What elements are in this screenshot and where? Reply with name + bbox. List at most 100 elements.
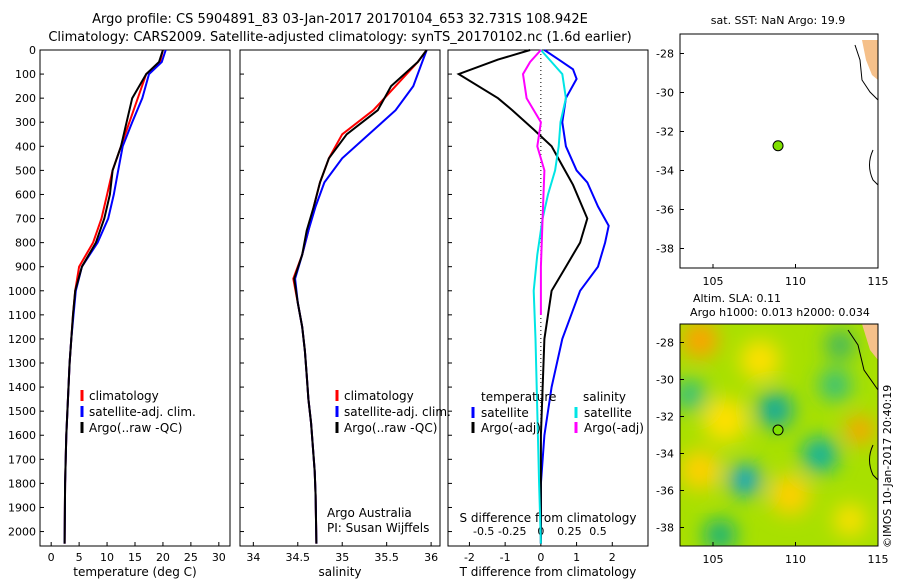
legend-label: Argo(-adj): [481, 421, 541, 435]
depth-tick-label: 700: [15, 213, 36, 226]
map-x-tick-label: 110: [785, 275, 806, 288]
map-y-tick-label: -32: [656, 126, 674, 139]
float-location-marker: [772, 140, 784, 152]
float-location-marker: [772, 424, 784, 436]
top-tick-label: -0.25: [498, 525, 526, 538]
series-line: [293, 49, 428, 544]
x-tick-label: 35: [335, 551, 349, 564]
legend-label: climatology: [344, 389, 414, 403]
plot-title-line-2: Climatology: CARS2009. Satellite-adjuste…: [48, 30, 632, 45]
sst-map-title: sat. SST: NaN Argo: 19.9: [711, 14, 845, 27]
map-y-tick-label: -32: [656, 411, 674, 424]
legend-label: satellite: [481, 406, 529, 420]
map-x-tick-label: 105: [703, 553, 724, 566]
map-y-tick-label: -34: [656, 165, 674, 178]
x-tick-label: 2: [609, 551, 616, 564]
top-tick-label: -0.5: [473, 525, 494, 538]
depth-tick-label: 600: [15, 188, 36, 201]
x-tick-label: 0: [537, 551, 544, 564]
x-tick-label: 10: [100, 551, 114, 564]
map-y-tick-label: -36: [656, 204, 674, 217]
depth-tick-label: 400: [15, 140, 36, 153]
x-tick-label: 0: [48, 551, 55, 564]
depth-tick-label: 1000: [8, 285, 36, 298]
top-tick-label: 0.5: [589, 525, 607, 538]
legend-header-temperature: temperature: [481, 390, 556, 404]
x-tick-label: 35.5: [374, 551, 399, 564]
depth-tick-label: 1600: [8, 429, 36, 442]
legend-label: satellite-adj. clim.: [89, 405, 196, 419]
legend-label: Argo(..raw -QC): [344, 421, 437, 435]
depth-tick-label: 1800: [8, 477, 36, 490]
depth-tick-label: 1700: [8, 453, 36, 466]
depth-tick-label: 1500: [8, 405, 36, 418]
depth-tick-label: 0: [29, 44, 36, 57]
legend-label: Argo(..raw -QC): [89, 421, 182, 435]
x-tick-label: -2: [464, 551, 475, 564]
map-y-tick-label: -34: [656, 448, 674, 461]
x-tick-label: 34.5: [286, 551, 311, 564]
top-tick-label: 0.25: [557, 525, 582, 538]
depth-tick-label: 2000: [8, 526, 36, 539]
map-y-tick-label: -38: [656, 522, 674, 535]
x-tick-label: -1: [500, 551, 511, 564]
land-area-top: [862, 40, 878, 80]
x-tick-label: 25: [184, 551, 198, 564]
x-tick-label: 36: [424, 551, 438, 564]
series-line: [456, 49, 589, 544]
map-x-tick-label: 115: [868, 275, 889, 288]
map-y-tick-label: -30: [656, 374, 674, 387]
panel-frame: [39, 49, 231, 547]
map-y-tick-label: -36: [656, 485, 674, 498]
series-line: [63, 49, 167, 544]
x-tick-label: 30: [212, 551, 226, 564]
depth-tick-label: 100: [15, 68, 36, 81]
depth-tick-label: 1300: [8, 357, 36, 370]
depth-tick-label: 800: [15, 237, 36, 250]
map-frame: [679, 323, 879, 547]
annotation-text: PI: Susan Wijffels: [327, 521, 429, 535]
legend-label: Argo(-adj): [584, 421, 644, 435]
map-y-tick-label: -28: [656, 337, 674, 350]
legend-label: satellite: [584, 406, 632, 420]
panel-frame: [447, 49, 649, 547]
top-axis-label: S difference from climatology: [460, 511, 637, 525]
coastline-bottom: [869, 149, 879, 186]
map-frame: [679, 33, 879, 269]
depth-tick-label: 300: [15, 116, 36, 129]
legend-label: satellite-adj. clim.: [344, 405, 451, 419]
depth-tick-label: 200: [15, 92, 36, 105]
annotation-text: Argo Australia: [327, 506, 412, 520]
x-tick-label: 15: [128, 551, 142, 564]
x-axis-label: T difference from climatology: [459, 565, 637, 579]
map-y-tick-label: -28: [656, 48, 674, 61]
series-line: [63, 49, 164, 544]
depth-tick-label: 900: [15, 261, 36, 274]
panel-frame: [239, 49, 441, 547]
map-x-tick-label: 110: [785, 553, 806, 566]
series-line: [539, 49, 610, 544]
legend-label: climatology: [89, 389, 159, 403]
sst-map-background: [854, 40, 879, 186]
series-line: [63, 49, 164, 544]
sla-map-title: Altim. SLA: 0.11: [693, 292, 781, 305]
plot-title-line-1: Argo profile: CS 5904891_83 03-Jan-2017 …: [92, 12, 588, 27]
imos-watermark: ©IMOS 10-Jan-2017 20:40:19: [881, 385, 894, 548]
map-y-tick-label: -30: [656, 87, 674, 100]
x-tick-label: 5: [76, 551, 83, 564]
sla-map-background: [680, 324, 878, 546]
x-axis-label: temperature (deg C): [73, 565, 196, 579]
x-tick-label: 34: [246, 551, 260, 564]
coastline-top: [854, 44, 879, 101]
map-x-tick-label: 115: [868, 553, 889, 566]
x-tick-label: 20: [156, 551, 170, 564]
depth-tick-label: 1400: [8, 381, 36, 394]
legend-header-salinity: salinity: [583, 390, 626, 404]
series-line: [532, 49, 567, 544]
x-axis-label: salinity: [318, 565, 361, 579]
depth-tick-label: 1200: [8, 333, 36, 346]
depth-tick-label: 1100: [8, 309, 36, 322]
map-x-tick-label: 105: [703, 275, 724, 288]
depth-tick-label: 500: [15, 164, 36, 177]
